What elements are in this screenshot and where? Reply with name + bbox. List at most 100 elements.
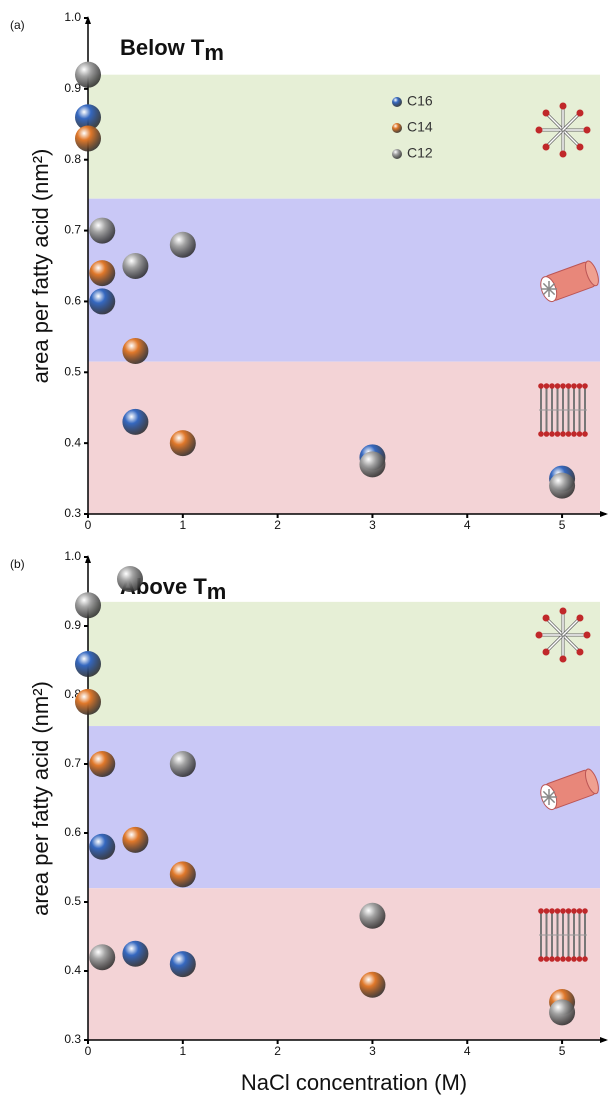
region	[88, 362, 600, 514]
icon-head	[544, 908, 550, 914]
icon-head	[571, 383, 577, 389]
icon-head	[555, 908, 561, 914]
region	[88, 602, 600, 726]
x-tick-label: 1	[179, 518, 186, 532]
y-tick-label: 0.3	[64, 506, 81, 520]
data-point	[122, 253, 148, 279]
data-point	[170, 861, 196, 887]
x-tick-label: 0	[85, 518, 92, 532]
icon-head	[582, 956, 588, 962]
y-axis-title: area per fatty acid (nm²)	[28, 681, 53, 916]
region	[88, 75, 600, 199]
legend-label: C16	[407, 93, 433, 109]
title-subscript: m	[204, 40, 224, 65]
decor-sphere	[117, 566, 143, 592]
data-point	[75, 592, 101, 618]
icon-head	[576, 110, 583, 117]
y-tick-label: 0.5	[64, 894, 81, 908]
x-tick-label: 3	[369, 1044, 376, 1058]
icon-head	[549, 431, 555, 437]
x-tick-label: 4	[464, 1044, 471, 1058]
icon-head	[536, 632, 543, 639]
x-tick-label: 2	[274, 518, 281, 532]
icon-head	[560, 956, 566, 962]
data-point	[89, 834, 115, 860]
title-subscript: m	[207, 579, 227, 604]
icon-head	[538, 956, 544, 962]
legend-marker	[392, 123, 402, 133]
icon-head	[566, 383, 572, 389]
icon-head	[582, 431, 588, 437]
data-point	[75, 125, 101, 151]
icon-head	[544, 956, 550, 962]
data-point	[359, 972, 385, 998]
icon-head	[577, 431, 583, 437]
region	[88, 888, 600, 1040]
data-point	[359, 451, 385, 477]
region	[88, 199, 600, 362]
icon-head	[584, 632, 591, 639]
legend-marker	[392, 149, 402, 159]
panel-title: Below Tm	[120, 35, 224, 65]
icon-head	[560, 608, 567, 615]
icon-head	[549, 956, 555, 962]
icon-head	[560, 151, 567, 158]
data-point	[170, 232, 196, 258]
icon-head	[560, 103, 567, 110]
icon-head	[582, 908, 588, 914]
legend-label: C12	[407, 145, 433, 161]
icon-head	[584, 127, 591, 134]
data-point	[170, 751, 196, 777]
icon-head	[544, 383, 550, 389]
x-tick-label: 5	[559, 518, 566, 532]
title-text: Below T	[120, 35, 205, 60]
x-tick-label: 5	[559, 1044, 566, 1058]
icon-head	[549, 383, 555, 389]
icon-head	[576, 143, 583, 150]
panel-label: (b)	[10, 557, 25, 571]
icon-head	[560, 656, 567, 663]
data-point	[170, 951, 196, 977]
icon-head	[544, 431, 550, 437]
axis-arrow	[600, 511, 608, 517]
icon-head	[577, 956, 583, 962]
data-point	[75, 651, 101, 677]
data-point	[549, 999, 575, 1025]
data-point	[549, 473, 575, 499]
icon-head	[571, 908, 577, 914]
data-point	[122, 409, 148, 435]
icon-head	[560, 431, 566, 437]
icon-head	[560, 908, 566, 914]
x-tick-label: 4	[464, 518, 471, 532]
icon-head	[543, 110, 550, 117]
data-point	[170, 430, 196, 456]
icon-head	[543, 615, 550, 622]
figure: 0.30.40.50.60.70.80.91.0012345(a)Below T…	[0, 0, 612, 1101]
icon-head	[566, 908, 572, 914]
icon-head	[538, 383, 544, 389]
icon-head	[543, 143, 550, 150]
data-point	[89, 260, 115, 286]
y-tick-label: 0.5	[64, 364, 81, 378]
icon-head	[555, 383, 561, 389]
icon-head	[576, 648, 583, 655]
y-tick-label: 0.8	[64, 152, 81, 166]
icon-head	[576, 615, 583, 622]
y-axis-title: area per fatty acid (nm²)	[28, 149, 53, 384]
x-tick-label: 1	[179, 1044, 186, 1058]
y-tick-label: 0.4	[64, 963, 81, 977]
icon-head	[538, 431, 544, 437]
axis-arrow	[600, 1037, 608, 1043]
icon-head	[582, 383, 588, 389]
y-tick-label: 1.0	[64, 549, 81, 563]
y-tick-label: 0.7	[64, 756, 81, 770]
icon-head	[549, 908, 555, 914]
x-axis-title: NaCl concentration (M)	[241, 1070, 467, 1095]
y-tick-label: 0.6	[64, 294, 81, 308]
data-point	[75, 62, 101, 88]
y-tick-label: 0.9	[64, 618, 81, 632]
data-point	[122, 338, 148, 364]
x-tick-label: 0	[85, 1044, 92, 1058]
icon-head	[571, 431, 577, 437]
icon-head	[571, 956, 577, 962]
